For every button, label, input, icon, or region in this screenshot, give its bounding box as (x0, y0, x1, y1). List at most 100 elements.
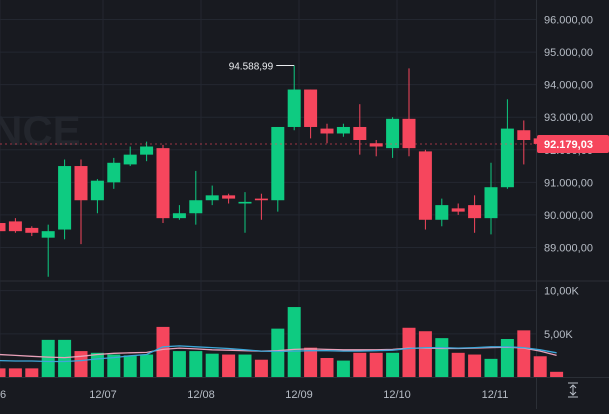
candle-body (418, 151, 432, 220)
last-price-label: 92.179,03 (544, 139, 593, 151)
candle (517, 120, 531, 165)
candle-body (222, 195, 236, 199)
candle (25, 226, 39, 237)
volume-bar (74, 351, 88, 377)
time-tick-label: 12/09 (285, 389, 313, 401)
candle-body (271, 126, 285, 201)
volume-bar (205, 353, 219, 377)
candle-body (304, 89, 318, 127)
volume-pane (0, 307, 564, 377)
candle-body (451, 208, 465, 212)
candle (41, 224, 55, 277)
candle (451, 203, 465, 215)
candle-body (336, 126, 350, 134)
volume-bar (353, 352, 367, 377)
volume-bar (172, 351, 186, 377)
candle-body (517, 130, 531, 140)
volume-bar (369, 352, 383, 377)
volume-bar (304, 347, 318, 377)
candle (353, 104, 367, 155)
candle (156, 144, 170, 224)
volume-tick-label: 5,00K (544, 329, 573, 341)
candle (58, 159, 72, 240)
candles (0, 65, 547, 277)
volume-bar (271, 328, 285, 377)
exchange-watermark: NCE (0, 107, 81, 154)
volume-bar (468, 354, 482, 377)
volume-bar (320, 358, 334, 377)
autoscale-icon[interactable] (568, 382, 578, 398)
candle-body (353, 126, 367, 140)
candle (369, 140, 383, 157)
candle (468, 195, 482, 233)
candle-body (402, 118, 416, 149)
volume-bar (254, 359, 268, 377)
candle (402, 68, 416, 157)
time-tick-label: 12/10 (383, 389, 411, 401)
candle-body (156, 148, 170, 219)
price-tick-label: 96.000,00 (544, 15, 593, 27)
candle (484, 162, 498, 235)
candle (336, 123, 350, 137)
price-tick-label: 90.000,00 (544, 210, 593, 222)
volume-bar (402, 327, 416, 377)
candle-body (238, 201, 252, 204)
volume-bar (140, 354, 154, 377)
candle (238, 192, 252, 233)
candle (90, 179, 104, 214)
candle-body (25, 227, 39, 233)
candle-body (8, 221, 22, 232)
time-tick-label: 12/11 (482, 389, 509, 401)
time-tick-label: 06 (0, 389, 6, 401)
candle-body (172, 213, 186, 219)
volume-bar (418, 331, 432, 377)
volume-bar (0, 368, 6, 377)
candle-body (287, 89, 301, 127)
candle-body (484, 187, 498, 219)
volume-bar (336, 360, 350, 377)
candle (386, 117, 400, 158)
candle-body (500, 128, 514, 188)
volume-bar (238, 354, 252, 377)
candle-body (41, 231, 55, 238)
candle-body (205, 195, 219, 201)
high-price-label: 94.588,99 (229, 61, 274, 72)
candle-body (369, 143, 383, 147)
volume-bar (451, 352, 465, 377)
candle (320, 123, 334, 144)
price-tick-label: 94.000,00 (544, 80, 593, 92)
volume-bar (222, 354, 236, 377)
volume-bar (484, 358, 498, 377)
volume-bar (25, 368, 39, 377)
time-axis[interactable]: 06 12/07 12/08 12/09 12/10 12/11 (0, 389, 508, 401)
candle-body (254, 198, 268, 201)
candle (222, 193, 236, 204)
volume-bar (517, 330, 531, 377)
candle-body (74, 166, 88, 201)
volume-bar (90, 352, 104, 377)
candle-body (320, 128, 334, 134)
volume-bar (107, 354, 121, 377)
candle-body (189, 200, 203, 214)
time-tick-label: 12/08 (187, 389, 215, 401)
candle-body (58, 166, 72, 230)
candle (500, 99, 514, 189)
price-tick-label: 93.000,00 (544, 112, 593, 124)
candle (189, 170, 203, 225)
candle (271, 126, 285, 212)
candle (287, 65, 301, 131)
volume-bar (550, 371, 564, 377)
candle-body (140, 146, 154, 155)
candle (304, 89, 318, 139)
candle-body (107, 162, 121, 183)
volume-bar (533, 356, 547, 377)
candle-body (386, 118, 400, 149)
candle (140, 141, 154, 162)
price-axis[interactable]: 96.000,0095.000,0094.000,0093.000,0092.0… (544, 15, 593, 341)
time-tick-label: 12/07 (89, 389, 117, 401)
candle-body (0, 223, 6, 232)
volume-bar (287, 307, 301, 377)
candle (435, 198, 449, 227)
